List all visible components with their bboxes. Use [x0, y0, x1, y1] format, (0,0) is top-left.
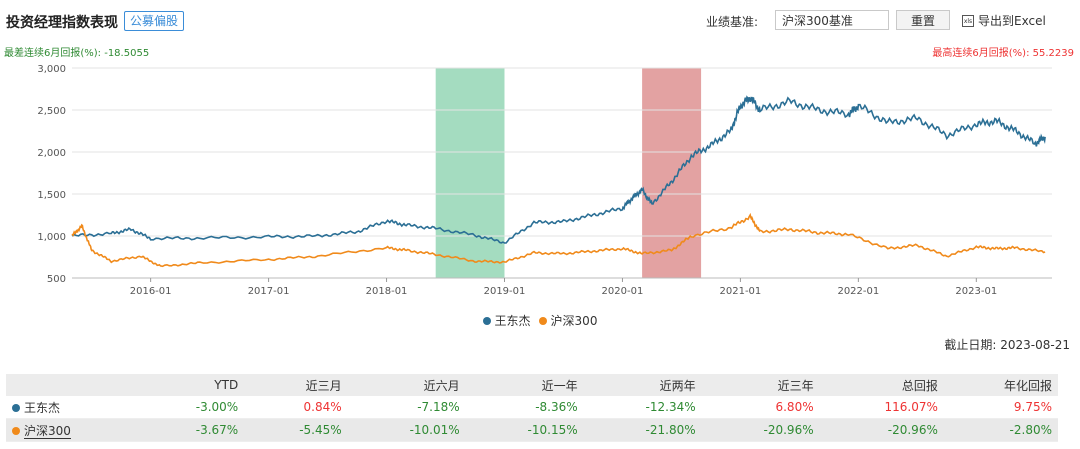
- best-6m-return: 最高连续6月回报(%): 55.2239: [932, 48, 1074, 59]
- table-cell: -3.67%: [140, 418, 245, 442]
- export-excel-button[interactable]: xls 导出到Excel: [962, 12, 1046, 29]
- table-cell: -8.36%: [465, 396, 584, 419]
- x-tick-label: 2019-01: [484, 286, 526, 297]
- legend-dot-icon: [482, 316, 491, 325]
- table-cell: -12.34%: [583, 396, 702, 419]
- table-header-cell: 近三年: [701, 374, 820, 396]
- table-cell: -3.00%: [140, 396, 245, 419]
- table-cell: 0.84%: [244, 396, 348, 419]
- table-cell: 9.75%: [943, 396, 1058, 419]
- legend-item-0[interactable]: 王东杰: [482, 312, 531, 329]
- shaded-period-1: [642, 68, 702, 278]
- table-header-row: YTD 近三月 近六月 近一年 近两年 近三年 总回报 年化回报: [6, 374, 1058, 396]
- table-header-cell: 近六月: [347, 374, 466, 396]
- performance-table: YTD 近三月 近六月 近一年 近两年 近三年 总回报 年化回报 王东杰 -3.00% 0.84%…: [6, 374, 1058, 442]
- y-tick-label: 1,000: [37, 232, 66, 243]
- y-tick-label: 2,000: [37, 148, 66, 159]
- x-tick-label: 2023-01: [955, 286, 997, 297]
- reset-button[interactable]: 重置: [896, 10, 950, 30]
- row-name: 沪深300: [24, 423, 71, 439]
- table-header-cell: 近一年: [465, 374, 584, 396]
- table-header-blank: [6, 374, 141, 396]
- benchmark-select[interactable]: 沪深300基准: [775, 10, 889, 30]
- export-label: 导出到Excel: [978, 14, 1046, 28]
- worst-6m-return: 最差连续6月回报(%): -18.5055: [4, 48, 150, 59]
- table-cell: -10.01%: [347, 418, 466, 442]
- table-cell: 116.07%: [819, 396, 944, 419]
- row-name: 王东杰: [24, 400, 61, 415]
- series-line-0: [71, 95, 1046, 244]
- legend-dot-icon: [538, 316, 547, 325]
- table-cell: -7.18%: [347, 396, 466, 419]
- table-header-cell: 年化回报: [943, 374, 1058, 396]
- category-tag[interactable]: 公募偏股: [124, 11, 185, 31]
- series-dot-icon: [12, 426, 20, 435]
- table-header-cell: 近三月: [244, 374, 348, 396]
- legend-label: 王东杰: [494, 314, 531, 328]
- table-header-cell: 总回报: [819, 374, 944, 396]
- header: 投资经理指数表现 公募偏股 业绩基准: 沪深300基准 重置 xls 导出到Ex…: [0, 0, 1080, 42]
- legend-label: 沪深300: [550, 314, 598, 328]
- table-header-cell: 近两年: [583, 374, 702, 396]
- y-tick-label: 3,000: [37, 64, 66, 75]
- x-tick-label: 2016-01: [130, 286, 172, 297]
- table-cell: -10.15%: [465, 418, 584, 442]
- table-cell: -2.80%: [943, 418, 1058, 442]
- page-title: 投资经理指数表现: [6, 15, 118, 31]
- y-tick-label: 500: [47, 274, 66, 285]
- x-tick-label: 2018-01: [366, 286, 408, 297]
- x-tick-label: 2017-01: [248, 286, 290, 297]
- chart-legend: 王东杰 沪深300: [0, 312, 1080, 329]
- table-cell: -20.96%: [701, 418, 820, 442]
- y-tick-label: 1,500: [37, 190, 66, 201]
- table-cell: 6.80%: [701, 396, 820, 419]
- series-line-1: [71, 212, 1046, 268]
- shaded-period-0: [435, 68, 505, 278]
- as-of-date: 截止日期: 2023-08-21: [944, 338, 1070, 352]
- series-dot-icon: [12, 403, 20, 412]
- table-cell: -5.45%: [244, 418, 348, 442]
- excel-icon: xls: [962, 14, 974, 27]
- x-tick-label: 2022-01: [837, 286, 879, 297]
- table-header-cell: YTD: [140, 374, 245, 396]
- row-name-cell: 王东杰: [6, 396, 141, 419]
- row-name-cell[interactable]: 沪深300: [6, 418, 141, 442]
- x-tick-label: 2020-01: [602, 286, 644, 297]
- legend-item-1[interactable]: 沪深300: [538, 312, 598, 329]
- table-row: 王东杰 -3.00% 0.84% -7.18% -8.36% -12.34% 6.80% 11…: [6, 396, 1058, 419]
- benchmark-label: 业绩基准:: [706, 15, 759, 29]
- x-tick-label: 2021-01: [720, 286, 762, 297]
- table-cell: -21.80%: [583, 418, 702, 442]
- y-tick-label: 2,500: [37, 106, 66, 117]
- table-row: 沪深300 -3.67% -5.45% -10.01% -10.15% -21.80% -2…: [6, 418, 1058, 442]
- table-cell: -20.96%: [819, 418, 944, 442]
- line-chart: 500 1,000 1,500 2,000 2,500 3,000 2016-01 2017-…: [37, 64, 1052, 297]
